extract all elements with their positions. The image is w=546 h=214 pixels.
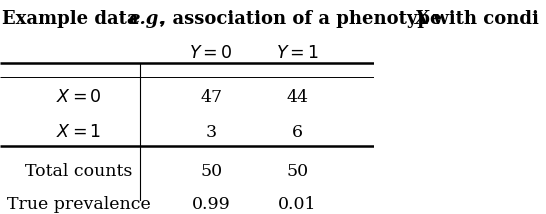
Text: $Y = 0$: $Y = 0$: [189, 45, 233, 62]
Text: $X = 0$: $X = 0$: [56, 89, 102, 107]
Text: 50: 50: [286, 163, 308, 180]
Text: True prevalence: True prevalence: [7, 196, 150, 213]
Text: 0.99: 0.99: [192, 196, 231, 213]
Text: 3: 3: [206, 124, 217, 141]
Text: 50: 50: [200, 163, 222, 180]
Text: 0.01: 0.01: [278, 196, 317, 213]
Text: , association of a phenotype: , association of a phenotype: [161, 10, 448, 28]
Text: 6: 6: [292, 124, 303, 141]
Text: X: X: [415, 10, 429, 28]
Text: with condi: with condi: [427, 10, 539, 28]
Text: Example data: Example data: [2, 10, 145, 28]
Text: e.g.: e.g.: [128, 10, 165, 28]
Text: $X = 1$: $X = 1$: [56, 124, 101, 141]
Text: Total counts: Total counts: [25, 163, 132, 180]
Text: 47: 47: [200, 89, 222, 107]
Text: 44: 44: [286, 89, 308, 107]
Text: $Y = 1$: $Y = 1$: [276, 45, 319, 62]
